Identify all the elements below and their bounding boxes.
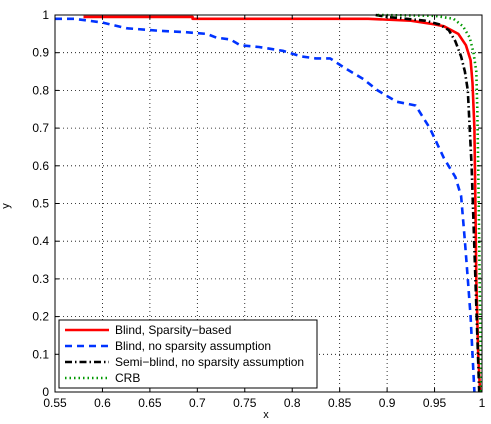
y-tick-label: 0.6 <box>32 159 49 173</box>
y-tick-label: 0.3 <box>32 272 49 286</box>
legend-label-semi-blind-no-sparsity-assumption: Semi−blind, no sparsity assumption <box>115 355 304 369</box>
legend: Blind, Sparsity−based Blind, no sparsity … <box>58 319 318 389</box>
legend-label-blind-sparsity-based: Blind, Sparsity−based <box>115 323 231 337</box>
series-line-blind-sparsity-based <box>83 15 482 393</box>
y-tick-label: 0 <box>42 385 49 399</box>
x-tick-label: 0.8 <box>284 396 301 410</box>
grid-lines <box>55 15 482 392</box>
y-tick-label: 0.7 <box>32 121 49 135</box>
y-tick-label: 0.5 <box>32 197 49 211</box>
y-tick-label: 0.1 <box>32 347 49 361</box>
legend-box <box>58 319 318 389</box>
y-tick-label: 0.8 <box>32 83 49 97</box>
x-tick-label: 0.55 <box>43 396 67 410</box>
series-line-semi-blind-no-sparsity-assumption <box>375 13 481 393</box>
y-tick-label: 1 <box>42 8 49 22</box>
series-line-blind-no-sparsity-assumption <box>55 17 476 393</box>
legend-label-crb: CRB <box>115 371 140 385</box>
y-tick-label: 0.4 <box>32 234 49 248</box>
x-tick-label: 0.6 <box>94 396 111 410</box>
x-tick-label: 0.7 <box>189 396 206 410</box>
x-tick-label: 1 <box>479 396 486 410</box>
series-line-crb <box>377 13 483 393</box>
legend-label-blind-no-sparsity-assumption: Blind, no sparsity assumption <box>115 339 271 353</box>
series-layer <box>55 13 483 393</box>
y-axis-label: y <box>0 203 12 209</box>
x-axis-label: x <box>263 409 269 421</box>
x-tick-label: 0.9 <box>379 396 396 410</box>
x-tick-label: 0.75 <box>233 396 257 410</box>
y-tick-label: 0.2 <box>32 310 49 324</box>
axis-ticks: 0.55 0.6 0.65 0.7 0.75 0.8 0.85 0.9 0.95 1 0 0.1 0.2… <box>32 8 485 410</box>
x-tick-label: 0.95 <box>423 396 447 410</box>
x-tick-label: 0.85 <box>328 396 352 410</box>
x-tick-label: 0.65 <box>138 396 162 410</box>
y-tick-label: 0.9 <box>32 46 49 60</box>
